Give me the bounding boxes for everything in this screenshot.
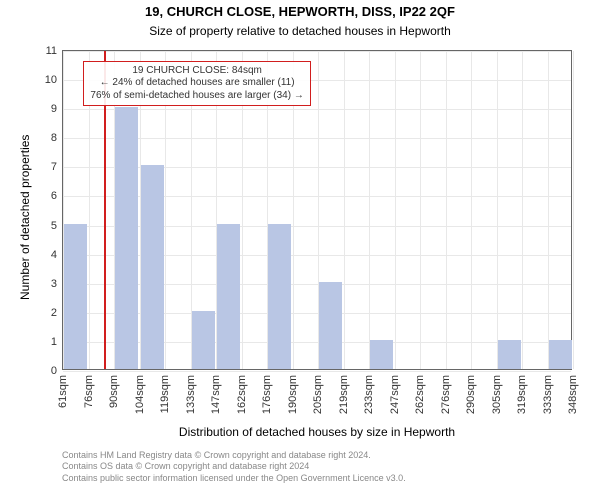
xtick-label: 147sqm — [210, 375, 222, 414]
ytick-label: 8 — [51, 132, 57, 144]
title-line1: 19, CHURCH CLOSE, HEPWORTH, DISS, IP22 2… — [145, 4, 455, 19]
xtick-label: 305sqm — [491, 375, 503, 414]
ytick-label: 6 — [51, 190, 57, 202]
chart-subtitle: Size of property relative to detached ho… — [0, 24, 600, 38]
x-axis-label: Distribution of detached houses by size … — [62, 425, 572, 439]
ytick-label: 5 — [51, 220, 57, 232]
ytick-label: 7 — [51, 161, 57, 173]
xtick-label: 176sqm — [261, 375, 273, 414]
annotation-box: 19 CHURCH CLOSE: 84sqm← 24% of detached … — [83, 61, 310, 107]
xtick-label: 333sqm — [542, 375, 554, 414]
histogram-bar — [141, 165, 164, 369]
footer-line1: Contains HM Land Registry data © Crown c… — [62, 450, 406, 461]
xtick-label: 190sqm — [287, 375, 299, 414]
xtick-label: 76sqm — [83, 375, 95, 408]
y-axis-label: Number of detached properties — [18, 135, 32, 300]
title-line2: Size of property relative to detached ho… — [149, 24, 451, 38]
ytick-label: 11 — [46, 45, 57, 57]
xtick-label: 319sqm — [516, 375, 528, 414]
histogram-bar — [64, 224, 87, 369]
chart-title: 19, CHURCH CLOSE, HEPWORTH, DISS, IP22 2… — [0, 4, 600, 19]
xtick-label: 290sqm — [465, 375, 477, 414]
xtick-label: 205sqm — [312, 375, 324, 414]
footer-line2: Contains OS data © Crown copyright and d… — [62, 461, 406, 472]
histogram-bar — [192, 311, 215, 369]
xtick-label: 348sqm — [567, 375, 579, 414]
ytick-label: 2 — [51, 307, 57, 319]
annotation-line: 76% of semi-detached houses are larger (… — [90, 90, 303, 103]
ytick-label: 3 — [51, 278, 57, 290]
chart-plot-area: 0123456789101161sqm76sqm90sqm104sqm119sq… — [62, 50, 572, 370]
histogram-bar — [370, 340, 393, 369]
histogram-bar — [498, 340, 521, 369]
footer-attribution: Contains HM Land Registry data © Crown c… — [62, 450, 406, 484]
ytick-label: 4 — [51, 249, 57, 261]
xtick-label: 276sqm — [440, 375, 452, 414]
histogram-bar — [268, 224, 291, 369]
histogram-bar — [115, 107, 138, 369]
xtick-label: 119sqm — [159, 375, 171, 413]
xtick-label: 133sqm — [185, 375, 197, 414]
footer-line3: Contains public sector information licen… — [62, 473, 406, 484]
xtick-label: 104sqm — [134, 375, 146, 414]
xtick-label: 61sqm — [57, 375, 69, 408]
xtick-label: 233sqm — [363, 375, 375, 414]
annotation-line: 19 CHURCH CLOSE: 84sqm — [90, 65, 303, 78]
xtick-label: 247sqm — [389, 375, 401, 414]
xtick-label: 90sqm — [108, 375, 120, 408]
histogram-bar — [549, 340, 572, 369]
ytick-label: 1 — [51, 336, 57, 348]
histogram-bar — [319, 282, 342, 369]
histogram-bar — [217, 224, 240, 369]
xtick-label: 219sqm — [338, 375, 350, 414]
xtick-label: 162sqm — [236, 375, 248, 414]
xtick-label: 262sqm — [414, 375, 426, 414]
annotation-line: ← 24% of detached houses are smaller (11… — [90, 77, 303, 90]
ytick-label: 10 — [45, 74, 57, 86]
ytick-label: 9 — [51, 103, 57, 115]
